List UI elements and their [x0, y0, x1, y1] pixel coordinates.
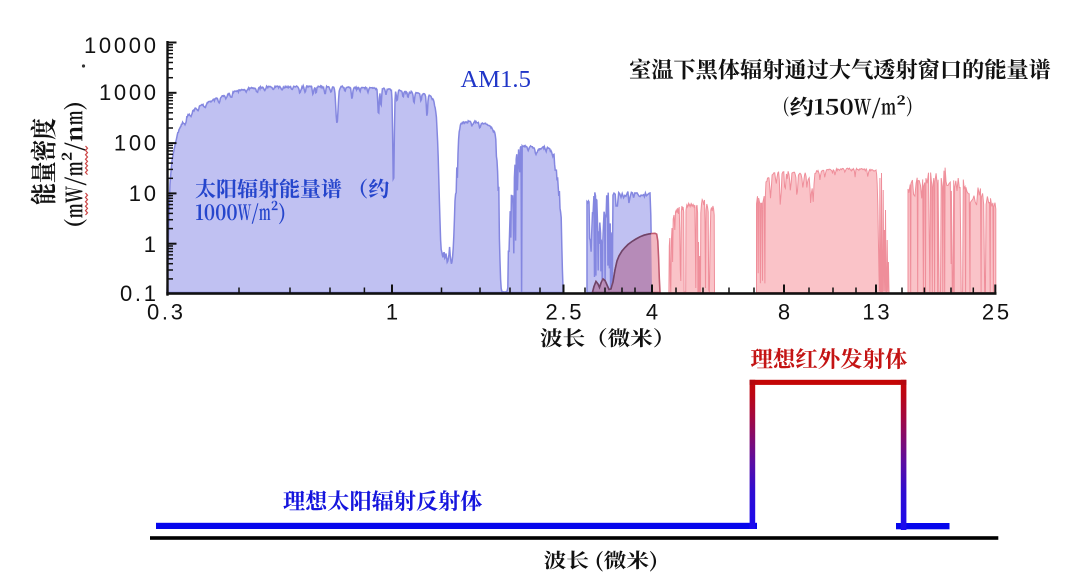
svg-text:1: 1 [144, 232, 159, 257]
svg-text:13: 13 [862, 300, 892, 325]
svg-text:1000: 1000 [99, 80, 159, 105]
svg-text:10: 10 [129, 181, 159, 206]
svg-text:4: 4 [646, 300, 661, 325]
svg-text:1: 1 [386, 300, 401, 325]
svg-text:AM1.5: AM1.5 [461, 66, 531, 93]
svg-text:0.3: 0.3 [147, 300, 186, 325]
svg-text:25: 25 [982, 300, 1012, 325]
svg-text:100: 100 [114, 130, 159, 155]
svg-text:10000: 10000 [84, 33, 159, 58]
svg-text:0.1: 0.1 [120, 281, 159, 306]
svg-text:8: 8 [778, 300, 793, 325]
svg-text:2.5: 2.5 [546, 300, 585, 325]
